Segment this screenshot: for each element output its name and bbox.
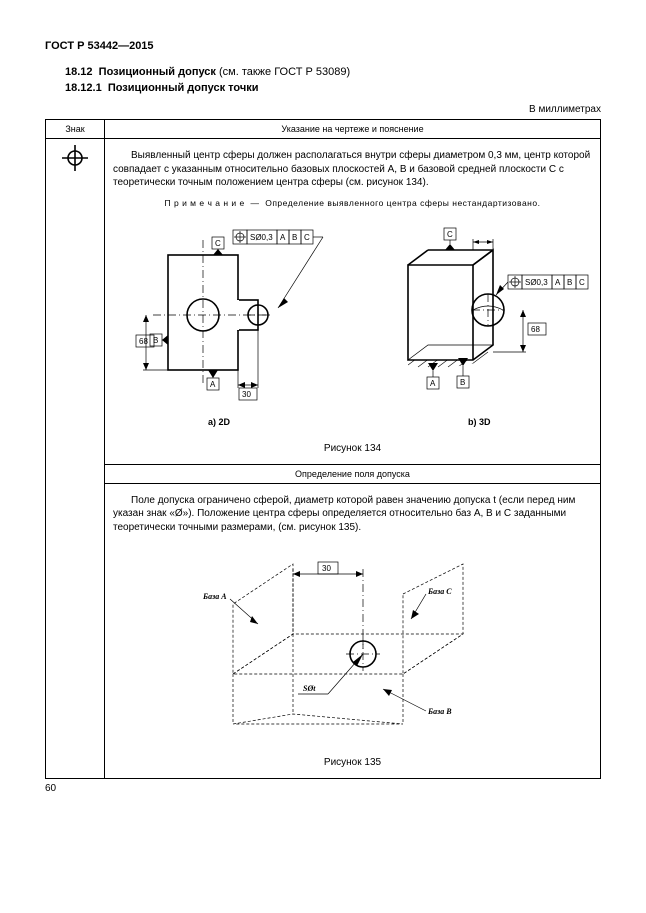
tolerance-table: Знак Указание на чертеже и пояснение Выя… [45, 119, 601, 779]
standard-header: ГОСТ Р 53442—2015 [45, 40, 601, 52]
svg-text:68: 68 [531, 325, 540, 334]
svg-text:SØ0,3: SØ0,3 [525, 278, 548, 287]
svg-text:База С: База С [427, 587, 452, 596]
figure-135: 30 SØt База А Баз [113, 544, 592, 768]
subheader-tolerance-zone: Определение поля допуска [105, 464, 601, 483]
th-desc: Указание на чертеже и пояснение [105, 120, 601, 139]
svg-text:B: B [292, 233, 297, 242]
svg-text:База А: База А [202, 592, 227, 601]
svg-text:SØt: SØt [303, 684, 316, 693]
svg-text:30: 30 [322, 564, 331, 573]
position-symbol-icon [62, 145, 88, 171]
svg-text:C: C [579, 278, 585, 287]
svg-text:B: B [567, 278, 572, 287]
fig134-caption: Рисунок 134 [113, 443, 592, 454]
svg-text:A: A [280, 233, 286, 242]
fig135-caption: Рисунок 135 [113, 757, 592, 768]
svg-text:68: 68 [139, 337, 148, 346]
row-explanation: Выявленный центр сферы должен располагат… [105, 139, 601, 465]
page-number: 60 [45, 783, 601, 794]
svg-text:C: C [304, 233, 310, 242]
figure-134: SØ0,3 A B C [113, 220, 592, 454]
svg-text:База В: База В [427, 707, 452, 716]
svg-text:C: C [215, 239, 221, 248]
svg-text:A: A [555, 278, 561, 287]
section-18-12-1: 18.12.1 Позиционный допуск точки [65, 82, 601, 94]
para2: Поле допуска ограничено сферой, диаметр … [113, 494, 592, 535]
note1: П р и м е ч а н и е — Определение выявле… [113, 198, 592, 208]
svg-text:A: A [210, 380, 216, 389]
svg-text:A: A [430, 379, 436, 388]
fig134-cap-b: b) 3D [468, 417, 491, 427]
section-18-12: 18.12 Позиционный допуск (см. также ГОСТ… [65, 66, 601, 78]
fig134-cap-a: a) 2D [208, 417, 231, 427]
svg-text:30: 30 [242, 390, 251, 399]
svg-text:SØ0,3: SØ0,3 [250, 233, 273, 242]
th-sign: Знак [46, 120, 105, 139]
units-label: В миллиметрах [45, 104, 601, 115]
svg-text:C: C [447, 230, 453, 239]
row-tolerance-zone: Поле допуска ограничено сферой, диаметр … [105, 483, 601, 779]
svg-text:B: B [460, 378, 465, 387]
sign-cell [46, 139, 105, 779]
para1: Выявленный центр сферы должен располагат… [113, 149, 592, 190]
